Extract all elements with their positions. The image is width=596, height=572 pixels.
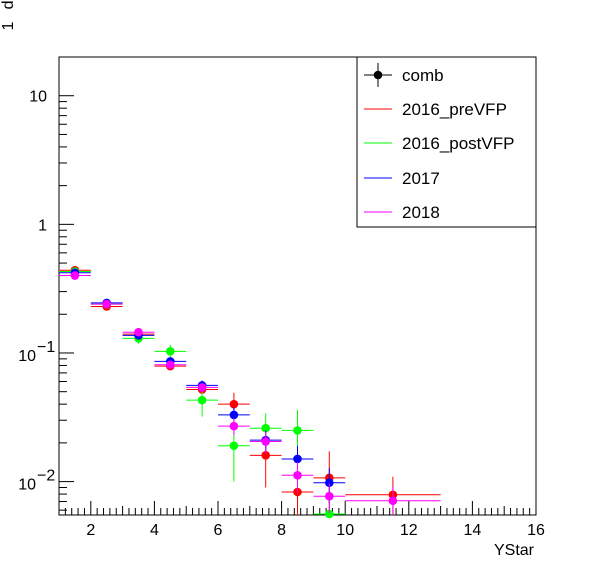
- legend: comb 2016_preVFP 2016_postVFP 2017 2018: [356, 56, 537, 228]
- x-tick-label: 12: [400, 522, 418, 539]
- data-point: [229, 421, 239, 431]
- data-point: [325, 509, 334, 519]
- data-point: [197, 395, 207, 405]
- y-axis-title-den2: dx: [0, 0, 2, 8]
- legend-entry-2016_postVFP: 2016_postVFP: [364, 134, 514, 153]
- data-point: [229, 410, 239, 420]
- y-tick-label: 10: [18, 477, 36, 494]
- data-point: [325, 491, 334, 501]
- legend-entry-comb: comb: [364, 63, 444, 87]
- x-axis-title: YStar: [494, 542, 535, 559]
- data-point: [261, 423, 271, 433]
- legend-box: [356, 56, 537, 228]
- y-tick-label: 10: [18, 348, 36, 365]
- y-axis-title: 1 σ dσ dx: [0, 0, 17, 31]
- axis-ticks: [58, 56, 537, 515]
- series-2016_postVFP: [59, 267, 346, 519]
- legend-label: 2016_preVFP: [402, 100, 507, 119]
- legend-entry-2018: 2018: [364, 203, 440, 222]
- x-tick-label: 6: [214, 522, 223, 539]
- x-tick-label: 2: [86, 522, 95, 539]
- data-point: [293, 470, 302, 480]
- data-point: [325, 478, 334, 488]
- data-point: [261, 437, 271, 446]
- y-tick-label-exponent: −1: [37, 339, 55, 356]
- data-point: [388, 496, 398, 506]
- data-point: [293, 454, 302, 464]
- y-axis-title-num2: dσ: [0, 0, 17, 9]
- data-point: [166, 347, 175, 356]
- y-tick-label-exponent: −2: [37, 468, 55, 485]
- legend-label: 2017: [402, 169, 440, 188]
- data-point: [229, 399, 239, 409]
- x-tick-label: 8: [277, 522, 286, 539]
- y-tick-label: 10: [29, 89, 47, 106]
- x-tick-label: 14: [464, 522, 482, 539]
- legend-entry-2017: 2017: [364, 169, 440, 188]
- data-point: [197, 383, 207, 392]
- y-axis-title-num1: 1: [0, 21, 17, 30]
- x-tick-label: 16: [527, 522, 545, 539]
- data-point: [293, 426, 302, 435]
- y-tick-label: 1: [38, 217, 47, 234]
- data-series: [59, 265, 441, 519]
- data-point: [229, 441, 239, 451]
- x-tick-label: 4: [150, 522, 159, 539]
- y-axis-title-den1: σ: [0, 21, 2, 31]
- data-point: [102, 299, 111, 309]
- legend-label: 2018: [402, 203, 440, 222]
- x-tick-label: 10: [336, 522, 354, 539]
- data-point: [134, 327, 143, 337]
- legend-marker-point: [373, 70, 383, 80]
- legend-label: comb: [402, 66, 444, 85]
- data-point: [166, 360, 175, 370]
- legend-entry-2016_preVFP: 2016_preVFP: [364, 100, 507, 119]
- data-point: [70, 271, 80, 280]
- legend-label: 2016_postVFP: [402, 134, 514, 153]
- series-2018: [59, 271, 441, 515]
- data-point: [261, 451, 271, 460]
